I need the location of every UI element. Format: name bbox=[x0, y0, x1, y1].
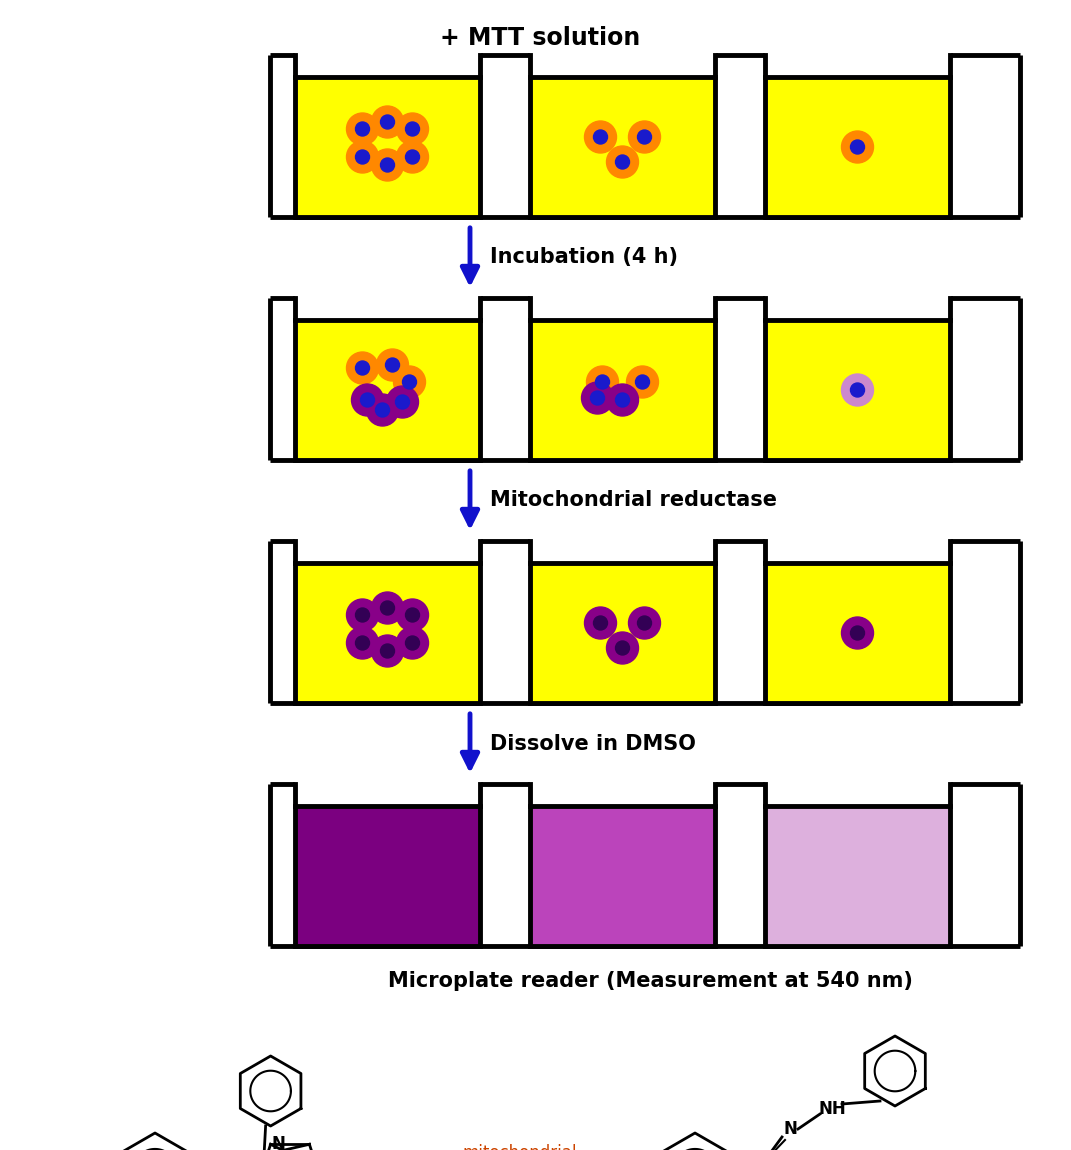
Circle shape bbox=[606, 632, 638, 664]
Circle shape bbox=[396, 627, 428, 659]
Circle shape bbox=[347, 141, 378, 172]
Circle shape bbox=[396, 599, 428, 631]
Circle shape bbox=[356, 636, 369, 650]
Circle shape bbox=[366, 394, 398, 426]
Circle shape bbox=[406, 150, 420, 164]
Circle shape bbox=[842, 618, 874, 649]
Circle shape bbox=[347, 599, 378, 631]
Circle shape bbox=[377, 348, 408, 381]
Circle shape bbox=[595, 375, 609, 389]
Circle shape bbox=[356, 361, 369, 375]
Bar bbox=[765, 77, 950, 217]
Circle shape bbox=[842, 131, 874, 163]
Circle shape bbox=[387, 386, 419, 417]
Bar bbox=[530, 564, 715, 703]
Circle shape bbox=[347, 627, 378, 659]
Circle shape bbox=[372, 106, 404, 138]
Circle shape bbox=[372, 635, 404, 667]
Circle shape bbox=[616, 393, 630, 407]
Circle shape bbox=[351, 384, 383, 416]
Circle shape bbox=[585, 607, 617, 639]
Bar bbox=[295, 320, 480, 460]
Circle shape bbox=[587, 366, 618, 398]
Circle shape bbox=[380, 601, 394, 615]
Circle shape bbox=[406, 636, 420, 650]
Text: Incubation (4 h): Incubation (4 h) bbox=[491, 247, 678, 268]
Circle shape bbox=[395, 394, 409, 409]
Circle shape bbox=[386, 358, 399, 371]
Circle shape bbox=[629, 121, 661, 153]
Circle shape bbox=[347, 352, 378, 384]
Circle shape bbox=[356, 122, 369, 136]
Circle shape bbox=[380, 115, 394, 129]
Bar bbox=[295, 564, 480, 703]
Circle shape bbox=[406, 608, 420, 622]
Circle shape bbox=[393, 366, 425, 398]
Circle shape bbox=[376, 402, 390, 417]
Text: Microplate reader (Measurement at 540 nm): Microplate reader (Measurement at 540 nm… bbox=[388, 971, 912, 991]
Circle shape bbox=[606, 384, 638, 416]
Circle shape bbox=[361, 393, 375, 407]
Circle shape bbox=[850, 626, 864, 641]
Bar bbox=[765, 320, 950, 460]
Circle shape bbox=[593, 616, 607, 630]
Bar bbox=[530, 77, 715, 217]
Circle shape bbox=[356, 150, 369, 164]
Circle shape bbox=[582, 382, 614, 414]
Circle shape bbox=[850, 140, 864, 154]
Circle shape bbox=[406, 122, 420, 136]
Circle shape bbox=[396, 141, 428, 172]
Text: N: N bbox=[272, 1135, 286, 1150]
Circle shape bbox=[616, 155, 630, 169]
Circle shape bbox=[593, 130, 607, 144]
Circle shape bbox=[396, 113, 428, 145]
Text: Mitochondrial reductase: Mitochondrial reductase bbox=[491, 491, 776, 511]
Circle shape bbox=[616, 641, 630, 656]
Bar bbox=[530, 806, 715, 946]
Circle shape bbox=[372, 592, 404, 624]
Bar bbox=[295, 806, 480, 946]
Bar bbox=[765, 564, 950, 703]
Circle shape bbox=[842, 374, 874, 406]
Circle shape bbox=[403, 375, 417, 389]
Circle shape bbox=[380, 644, 394, 658]
Text: N: N bbox=[783, 1120, 797, 1138]
Circle shape bbox=[635, 375, 649, 389]
Text: mitochondrial: mitochondrial bbox=[463, 1144, 577, 1150]
Bar bbox=[295, 77, 480, 217]
Circle shape bbox=[606, 146, 638, 178]
Circle shape bbox=[356, 608, 369, 622]
Circle shape bbox=[590, 391, 604, 405]
Circle shape bbox=[637, 130, 651, 144]
Bar bbox=[530, 320, 715, 460]
Text: Dissolve in DMSO: Dissolve in DMSO bbox=[491, 734, 696, 753]
Circle shape bbox=[627, 366, 659, 398]
Circle shape bbox=[347, 113, 378, 145]
Circle shape bbox=[850, 383, 864, 397]
Circle shape bbox=[629, 607, 661, 639]
Text: + MTT solution: + MTT solution bbox=[440, 26, 640, 49]
Circle shape bbox=[637, 616, 651, 630]
Circle shape bbox=[585, 121, 617, 153]
Circle shape bbox=[372, 150, 404, 181]
Bar bbox=[765, 806, 950, 946]
Circle shape bbox=[380, 158, 394, 172]
Text: NH: NH bbox=[818, 1101, 846, 1118]
